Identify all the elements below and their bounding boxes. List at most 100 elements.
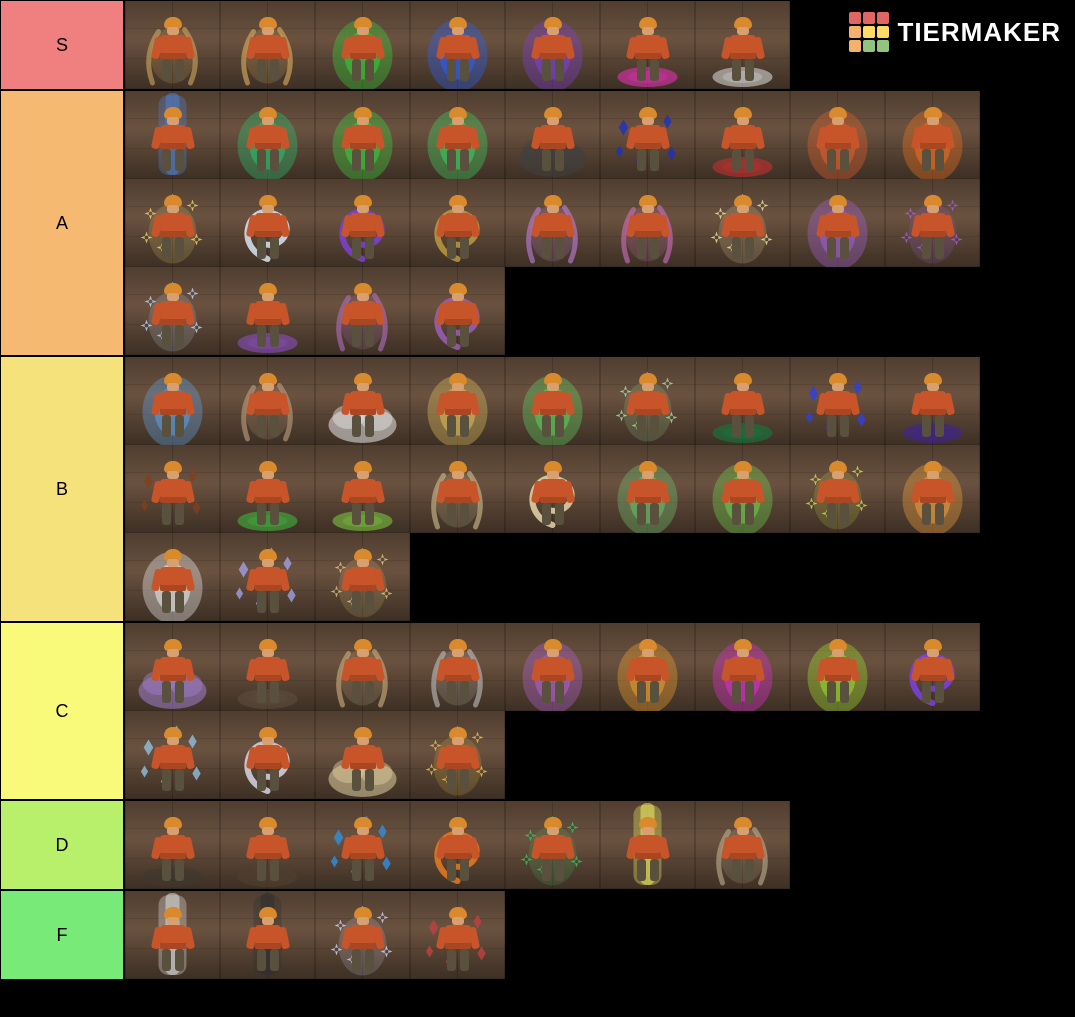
character-figure-icon xyxy=(342,639,384,707)
tier-item-tile[interactable] xyxy=(790,179,885,267)
tier-item-tile[interactable] xyxy=(220,267,315,355)
tier-item-tile[interactable] xyxy=(220,179,315,267)
character-figure-icon xyxy=(152,17,194,85)
watermark-grid-icon xyxy=(849,12,889,52)
tier-item-tile[interactable] xyxy=(315,357,410,445)
tier-items xyxy=(125,623,1074,799)
tier-item-tile[interactable] xyxy=(695,623,790,711)
tier-item-tile[interactable] xyxy=(410,179,505,267)
tier-item-tile[interactable] xyxy=(125,179,220,267)
tier-item-tile[interactable] xyxy=(125,623,220,711)
tier-label[interactable]: F xyxy=(1,891,125,979)
tier-item-tile[interactable] xyxy=(220,891,315,979)
tier-item-tile[interactable] xyxy=(505,357,600,445)
tier-item-tile[interactable] xyxy=(695,91,790,179)
tier-item-tile[interactable] xyxy=(220,623,315,711)
tier-item-tile[interactable] xyxy=(220,445,315,533)
character-figure-icon xyxy=(532,373,574,441)
tier-item-tile[interactable] xyxy=(600,623,695,711)
tier-item-tile[interactable] xyxy=(505,445,600,533)
character-figure-icon xyxy=(532,17,574,85)
tier-item-tile[interactable] xyxy=(410,801,505,889)
tier-item-tile[interactable] xyxy=(410,711,505,799)
tier-item-tile[interactable] xyxy=(695,179,790,267)
character-figure-icon xyxy=(152,817,194,885)
tier-item-tile[interactable] xyxy=(505,623,600,711)
tier-item-tile[interactable] xyxy=(125,357,220,445)
character-figure-icon xyxy=(152,549,194,617)
character-figure-icon xyxy=(247,907,289,975)
tier-item-tile[interactable] xyxy=(125,1,220,89)
character-figure-icon xyxy=(247,17,289,85)
tier-item-tile[interactable] xyxy=(315,801,410,889)
tier-label[interactable]: B xyxy=(1,357,125,621)
tier-item-tile[interactable] xyxy=(410,357,505,445)
character-figure-icon xyxy=(722,107,764,175)
tier-item-tile[interactable] xyxy=(600,357,695,445)
tier-item-tile[interactable] xyxy=(125,91,220,179)
tier-item-tile[interactable] xyxy=(315,91,410,179)
tier-item-tile[interactable] xyxy=(315,533,410,621)
character-figure-icon xyxy=(437,283,479,351)
tier-label[interactable]: C xyxy=(1,623,125,799)
tier-item-tile[interactable] xyxy=(125,711,220,799)
tier-item-tile[interactable] xyxy=(600,179,695,267)
tier-item-tile[interactable] xyxy=(600,1,695,89)
tier-item-tile[interactable] xyxy=(695,445,790,533)
tier-item-tile[interactable] xyxy=(410,891,505,979)
tier-item-tile[interactable] xyxy=(885,357,980,445)
tier-item-tile[interactable] xyxy=(410,1,505,89)
tier-items xyxy=(125,801,1074,889)
character-figure-icon xyxy=(532,107,574,175)
tier-item-tile[interactable] xyxy=(410,267,505,355)
tier-item-tile[interactable] xyxy=(315,623,410,711)
tier-item-tile[interactable] xyxy=(885,179,980,267)
tier-item-tile[interactable] xyxy=(220,711,315,799)
tier-item-tile[interactable] xyxy=(315,267,410,355)
tier-item-tile[interactable] xyxy=(220,357,315,445)
tier-item-tile[interactable] xyxy=(885,623,980,711)
tier-item-tile[interactable] xyxy=(125,801,220,889)
tier-item-tile[interactable] xyxy=(315,1,410,89)
tier-item-tile[interactable] xyxy=(315,179,410,267)
tier-row: B xyxy=(1,357,1074,623)
tier-item-tile[interactable] xyxy=(790,623,885,711)
tier-item-tile[interactable] xyxy=(410,445,505,533)
tier-item-tile[interactable] xyxy=(790,357,885,445)
tier-item-tile[interactable] xyxy=(505,179,600,267)
tier-item-tile[interactable] xyxy=(220,91,315,179)
tier-item-tile[interactable] xyxy=(125,891,220,979)
tier-item-tile[interactable] xyxy=(125,267,220,355)
tier-item-tile[interactable] xyxy=(695,801,790,889)
tier-item-tile[interactable] xyxy=(125,445,220,533)
tier-item-tile[interactable] xyxy=(410,91,505,179)
tier-item-tile[interactable] xyxy=(505,801,600,889)
tier-item-tile[interactable] xyxy=(790,91,885,179)
tier-item-tile[interactable] xyxy=(505,1,600,89)
tier-item-tile[interactable] xyxy=(885,91,980,179)
character-figure-icon xyxy=(912,639,954,707)
tier-label[interactable]: A xyxy=(1,91,125,355)
character-figure-icon xyxy=(437,907,479,975)
tier-item-tile[interactable] xyxy=(315,891,410,979)
tier-item-tile[interactable] xyxy=(125,533,220,621)
character-figure-icon xyxy=(437,17,479,85)
tier-item-tile[interactable] xyxy=(410,623,505,711)
tier-item-tile[interactable] xyxy=(695,1,790,89)
tier-item-tile[interactable] xyxy=(315,445,410,533)
tier-item-tile[interactable] xyxy=(885,445,980,533)
tier-item-tile[interactable] xyxy=(505,91,600,179)
tier-item-tile[interactable] xyxy=(600,445,695,533)
tier-item-tile[interactable] xyxy=(695,357,790,445)
character-figure-icon xyxy=(437,639,479,707)
tier-item-tile[interactable] xyxy=(315,711,410,799)
tier-label[interactable]: D xyxy=(1,801,125,889)
tier-item-tile[interactable] xyxy=(790,445,885,533)
tier-label[interactable]: S xyxy=(1,1,125,89)
tier-item-tile[interactable] xyxy=(220,533,315,621)
tier-item-tile[interactable] xyxy=(600,91,695,179)
tier-item-tile[interactable] xyxy=(220,801,315,889)
tier-items xyxy=(125,357,1074,621)
tier-item-tile[interactable] xyxy=(600,801,695,889)
tier-item-tile[interactable] xyxy=(220,1,315,89)
